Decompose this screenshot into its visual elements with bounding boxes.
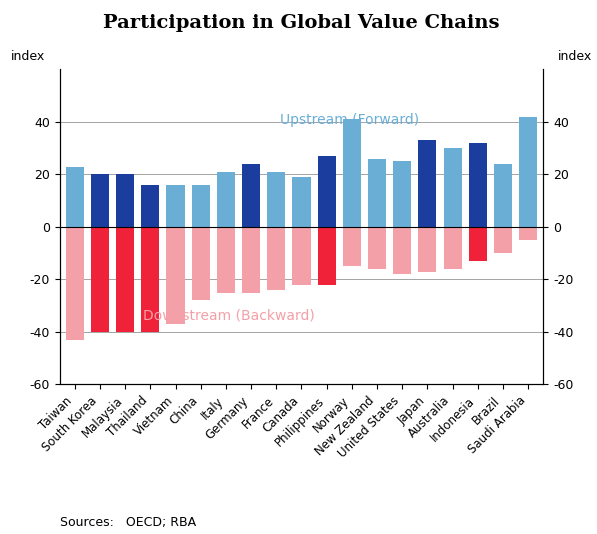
Text: index: index [558,50,592,63]
Bar [494,164,512,227]
Bar [393,227,411,274]
Text: Upstream (Forward): Upstream (Forward) [280,113,420,127]
Bar [217,227,235,293]
Bar [418,140,436,227]
Bar [418,227,436,272]
Text: Downstream (Backward): Downstream (Backward) [143,308,315,322]
Bar [444,227,461,269]
Bar [116,175,134,227]
Bar [469,143,487,227]
Bar [66,227,84,340]
Text: index: index [11,50,45,63]
Bar [293,177,310,227]
Bar [293,227,310,285]
Bar [343,119,361,227]
Bar [242,164,260,227]
Bar [267,227,285,290]
Bar [519,117,537,227]
Bar [192,185,210,227]
Bar [318,156,336,227]
Bar [217,172,235,227]
Bar [167,185,184,227]
Bar [192,227,210,301]
Bar [267,172,285,227]
Bar [519,227,537,240]
Title: Participation in Global Value Chains: Participation in Global Value Chains [103,14,500,32]
Bar [368,227,386,269]
Bar [393,161,411,227]
Bar [444,148,461,227]
Text: Sources:   OECD; RBA: Sources: OECD; RBA [60,516,196,529]
Bar [368,159,386,227]
Bar [91,175,109,227]
Bar [66,167,84,227]
Bar [469,227,487,261]
Bar [141,185,159,227]
Bar [116,227,134,332]
Bar [91,227,109,332]
Bar [318,227,336,285]
Bar [167,227,184,324]
Bar [494,227,512,253]
Bar [343,227,361,266]
Bar [141,227,159,332]
Bar [242,227,260,293]
